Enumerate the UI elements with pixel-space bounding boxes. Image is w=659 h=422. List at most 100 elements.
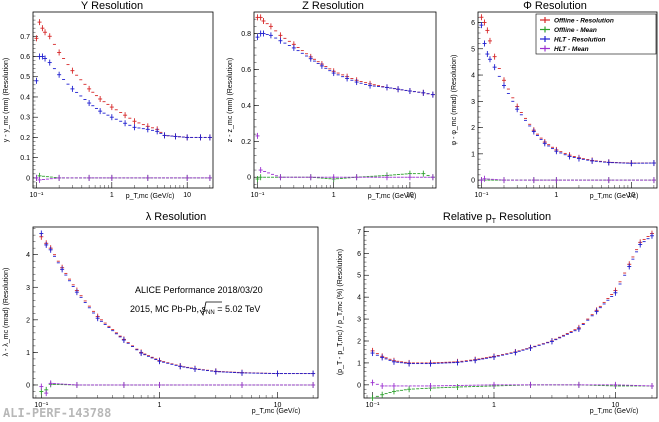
point-phi-offline-resolution <box>479 14 484 21</box>
alice-annotation: ALICE Performance 2018/03/20 2015, MC Pb… <box>130 285 263 317</box>
xtick-label-pt: 1 <box>492 402 496 409</box>
point-z-hlt-resolution <box>278 37 283 44</box>
point-phi-hlt-mean <box>482 175 487 182</box>
panel-lambda-resolution: λ Resolution 0 1 2 3 4 10⁻¹ 1 10p_T,mc (GeV/c) λ… <box>3 211 319 415</box>
point-z-offline-mean <box>421 170 426 177</box>
point-z-offline-resolution <box>278 32 283 39</box>
point-y-offline-resolution <box>43 29 48 36</box>
xtick-label-y: 10⁻¹ <box>30 192 44 199</box>
title-lambda-resolution: λ Resolution <box>146 211 207 223</box>
title-z-resolution: Z Resolution <box>302 0 364 12</box>
ytick-label-phi: 1 <box>471 151 475 158</box>
point-y-hlt-resolution <box>70 85 75 92</box>
point-pt-hlt-resolution <box>627 263 632 270</box>
point-lambda-hlt-resolution <box>60 266 65 273</box>
point-phi-hlt-resolution <box>606 159 611 166</box>
point-lambda-hlt-resolution <box>74 289 79 296</box>
point-y-hlt-resolution <box>207 134 212 141</box>
point-y-hlt-mean <box>109 174 114 181</box>
point-z-hlt-resolution <box>384 84 389 91</box>
point-pt-hlt-resolution <box>576 325 581 332</box>
ytick-label-lambda: 3 <box>26 285 30 292</box>
point-phi-hlt-resolution <box>482 40 487 47</box>
annotation-system: 2015, MC Pb-Pb, <box>130 304 202 314</box>
point-z-offline-resolution <box>261 17 266 24</box>
point-phi-hlt-resolution <box>485 51 490 58</box>
point-lambda-hlt-resolution <box>240 369 245 376</box>
point-y-hlt-mean <box>207 174 212 181</box>
ytick-label-phi: 0 <box>471 178 475 185</box>
xtick-label-y: 10 <box>183 192 191 199</box>
ytick-label-pt: 2 <box>357 339 361 346</box>
point-z-hlt-resolution <box>368 82 373 89</box>
point-y-hlt-resolution <box>132 124 137 131</box>
ytick-label-lambda: 0 <box>26 382 30 389</box>
point-y-hlt-resolution <box>162 132 167 139</box>
point-phi-offline-resolution <box>482 19 487 26</box>
point-phi-hlt-resolution <box>629 160 634 167</box>
sqrt-sign <box>199 301 222 317</box>
xtick-label-phi: 10 <box>627 192 635 199</box>
point-z-offline-mean <box>258 174 263 181</box>
ytick-label-z: 0.8 <box>241 31 251 38</box>
point-y-hlt-mean <box>185 174 190 181</box>
ytick-label-z: 0 <box>247 175 251 182</box>
xlabel-z: p_T,mc (GeV/c) <box>368 193 417 200</box>
point-pt-hlt-mean <box>649 382 654 389</box>
xlabel-y: p_T,mc (GeV/c) <box>126 193 175 200</box>
point-pt-hlt-resolution <box>491 354 496 361</box>
point-phi-hlt-mean <box>651 177 656 184</box>
point-lambda-hlt-resolution <box>44 241 49 248</box>
ytick-label-pt: 3 <box>357 317 361 324</box>
legend-entry-label: HLT - Resolution <box>554 36 606 43</box>
title-y-resolution: Y Resolution <box>81 0 143 12</box>
point-y-hlt-resolution <box>98 108 103 115</box>
annotation-line-1: ALICE Performance 2018/03/20 <box>135 285 263 295</box>
ytick-label-y: 0.2 <box>20 135 30 142</box>
point-pt-hlt-mean <box>391 382 396 389</box>
point-z-hlt-mean <box>384 174 389 181</box>
ylabel-pt: (p_T - p_T,mc) / p_T,mc (%) (Resolution) <box>337 249 344 375</box>
ytick-label-pt: 4 <box>357 295 361 302</box>
point-y-offline-resolution <box>34 35 39 42</box>
point-phi-hlt-resolution <box>542 140 547 147</box>
xtick-label-pt: 10⁻¹ <box>366 402 380 409</box>
point-z-hlt-resolution <box>308 55 313 62</box>
point-z-hlt-resolution <box>261 30 266 37</box>
point-y-hlt-mean <box>57 174 62 181</box>
point-pt-hlt-resolution <box>380 354 385 361</box>
ytick-label-y: 0.4 <box>20 94 30 101</box>
point-phi-hlt-resolution <box>492 64 497 71</box>
point-pt-hlt-resolution <box>455 359 460 366</box>
ytick-label-lambda: 1 <box>26 350 30 357</box>
point-phi-offline-resolution <box>492 53 497 60</box>
ytick-label-y: 0 <box>26 175 30 182</box>
plot-frame-phi <box>477 11 658 189</box>
plot-frame-y <box>32 11 214 189</box>
annotation-energy: = 5.02 TeV <box>215 304 261 314</box>
point-y-hlt-mean <box>34 174 39 181</box>
ytick-label-phi: 2 <box>471 125 475 132</box>
point-lambda-hlt-mean <box>121 381 126 388</box>
xlabel-pt: p_T,mc (GeV/c) <box>590 408 639 415</box>
legend-entry-label: Offline - Resolution <box>554 17 614 24</box>
point-z-hlt-mean <box>331 174 336 181</box>
point-y-hlt-resolution <box>198 134 203 141</box>
plot-frame-lambda <box>32 226 319 399</box>
ytick-label-phi: 4 <box>471 73 475 80</box>
ytick-label-pt: 5 <box>357 273 361 280</box>
point-pt-hlt-resolution <box>391 358 396 365</box>
point-pt-hlt-resolution <box>407 360 412 367</box>
panel-phi-resolution: Φ Resolution 0 1 2 3 4 5 6 10⁻¹ 1 10p_T,mc (GeV/c… <box>451 0 658 200</box>
point-z-offline-resolution <box>268 23 273 30</box>
xtick-label-lambda: 10 <box>274 402 282 409</box>
point-pt-offline-mean <box>391 388 396 395</box>
ytick-label-z: 0.2 <box>241 139 251 146</box>
point-phi-hlt-resolution <box>590 157 595 164</box>
xtick-label-lambda: 10⁻¹ <box>34 402 48 409</box>
legend-phi: Offline - Resolution Offline - Mean HLT - … <box>535 13 657 55</box>
point-phi-hlt-resolution <box>501 82 506 89</box>
point-z-hlt-resolution <box>421 89 426 96</box>
panel-z-resolution: Z Resolution 0 0.2 0.4 0.6 0.8 10⁻¹ 1 10p_T,mc … <box>227 0 437 200</box>
